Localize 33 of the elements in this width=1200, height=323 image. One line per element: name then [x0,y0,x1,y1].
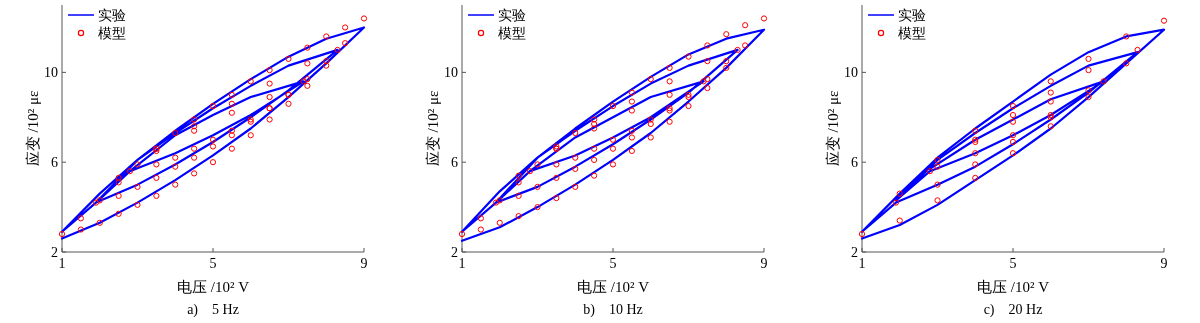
legend-label: 实验 [898,8,926,23]
y-tick-label: 6 [451,155,458,171]
text: c) 20 Hz [983,302,1043,318]
text: a) 5 Hz [187,302,239,318]
x-axis-title: 电压 /10² V [577,279,650,295]
legend-label: 实验 [498,8,526,23]
x-tick-label: 5 [609,256,617,271]
x-tick-label: 9 [360,256,368,271]
legend-label: 模型 [98,26,126,41]
y-tick-label: 10 [44,65,58,81]
y-tick-label: 10 [444,65,458,81]
y-axis-title: 应变 /10² με [425,90,441,167]
x-tick-label: 1 [458,256,466,271]
x-tick-label: 5 [209,256,217,271]
y-tick-label: 6 [51,155,58,171]
y-tick-label: 10 [844,65,858,81]
y-axis-title: 应变 /10² με [25,90,41,167]
y-tick-label: 2 [51,245,58,260]
y-tick-label: 2 [451,245,458,260]
y-axis-title: 应变 /10² με [825,90,841,167]
x-tick-label: 1 [858,256,866,271]
legend-label: 实验 [98,8,126,23]
legend-label: 模型 [898,26,926,41]
x-tick-label: 9 [1160,256,1168,271]
x-axis-title: 电压 /10² V [977,279,1050,295]
x-tick-label: 5 [1009,256,1017,271]
x-tick-label: 9 [760,256,768,271]
text: b) 10 Hz [583,302,643,318]
x-axis-title: 电压 /10² V [177,279,250,295]
legend-label: 模型 [498,26,526,41]
y-tick-label: 6 [851,155,858,171]
y-tick-label: 2 [851,245,858,260]
x-tick-label: 1 [58,256,66,271]
